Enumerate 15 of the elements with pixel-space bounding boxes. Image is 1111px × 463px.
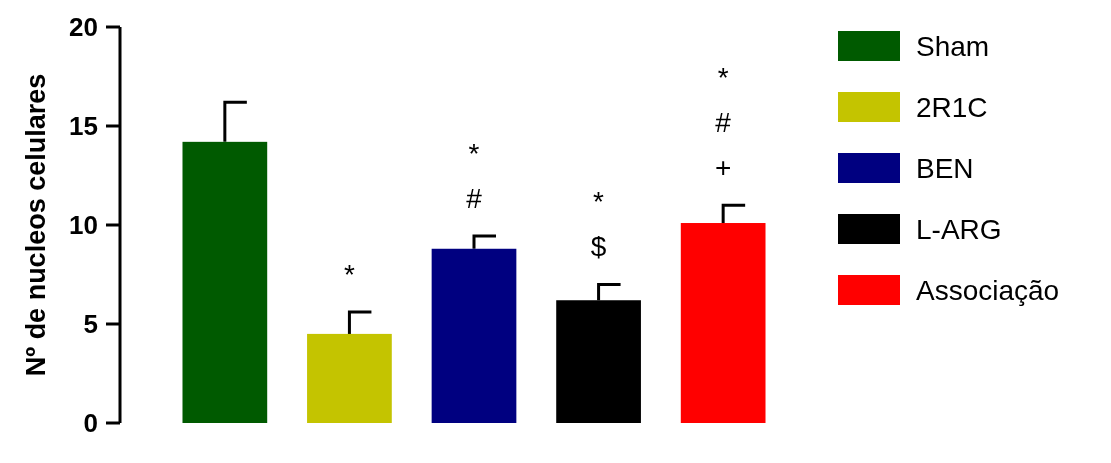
legend-label: BEN xyxy=(916,152,974,184)
y-tick-label: 10 xyxy=(69,210,98,241)
data-label: * xyxy=(343,259,355,291)
legend-label: Sham xyxy=(916,30,990,62)
y-tick-label: 5 xyxy=(83,309,98,340)
y-axis-title: Nº de nucleos celulares xyxy=(21,73,51,377)
legend-label: L-ARG xyxy=(916,213,1002,245)
data-label: * # xyxy=(466,137,483,214)
y-tick-label: 15 xyxy=(69,111,98,142)
data-label: * $ xyxy=(590,186,607,263)
legend-label: Associação xyxy=(916,274,1060,306)
y-tick-label: 0 xyxy=(83,408,98,439)
y-tick-label: 20 xyxy=(69,12,98,43)
data-label: * # + xyxy=(714,62,732,184)
legend-label: 2R1C xyxy=(916,91,988,123)
